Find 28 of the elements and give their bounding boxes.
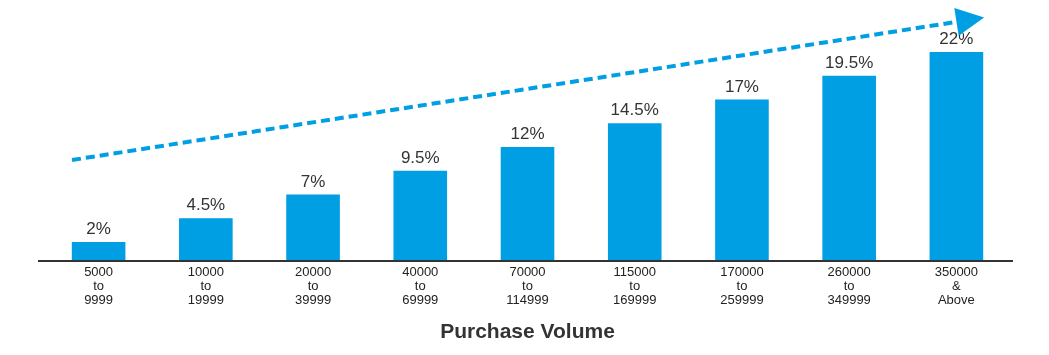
data-label: 12%: [510, 124, 545, 143]
bar: [929, 52, 984, 261]
data-label: 4.5%: [186, 195, 226, 215]
data-label: 19.5%: [825, 52, 874, 72]
bar: [393, 170, 448, 261]
bar: [715, 99, 769, 261]
x-tick-label: 350000 & Above: [934, 264, 979, 307]
x-tick-label: 20000 to 39999: [294, 264, 332, 307]
bar: [822, 75, 876, 261]
data-label: 7%: [300, 171, 326, 191]
data-label: 17%: [724, 76, 759, 96]
bar: [286, 194, 340, 261]
data-label: 14.5%: [610, 100, 659, 120]
x-axis-title: Purchase Volume: [440, 319, 615, 342]
bar: [71, 242, 126, 261]
x-tick-label: 115000 to 169999: [613, 264, 657, 307]
x-tick-label: 260000 to 349999: [827, 264, 871, 307]
bar: [179, 218, 233, 261]
x-tick-label: 10000 to 19999: [187, 264, 224, 307]
data-label: 9.5%: [400, 147, 440, 167]
bar: [500, 147, 555, 261]
x-tick-label: 170000 to 259999: [720, 264, 764, 307]
x-tick-label: 70000 to 114999: [506, 264, 549, 307]
x-tick-label: 5000 to 9999: [84, 264, 114, 307]
data-label: 2%: [86, 219, 111, 238]
bar: [607, 123, 662, 261]
x-tick-label: 40000 to 69999: [402, 264, 439, 307]
data-label: 22%: [939, 29, 974, 48]
